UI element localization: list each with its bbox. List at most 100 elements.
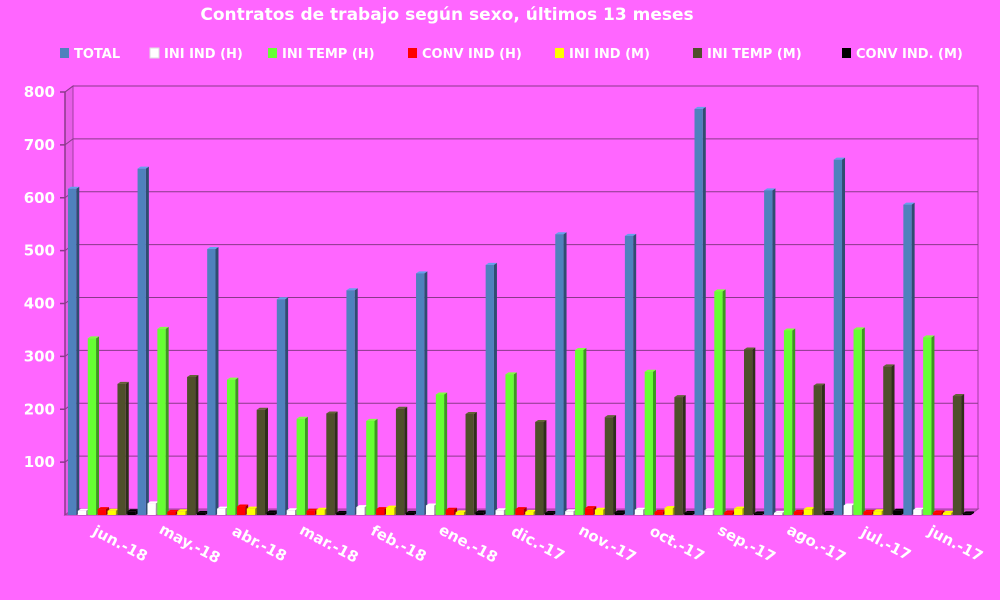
x-tick-label: jun.-17 xyxy=(924,521,986,565)
bar-ini-ind-h xyxy=(495,508,507,515)
bar-conv-ind-h xyxy=(306,508,318,515)
y-tick-label: 600 xyxy=(24,189,55,207)
bar-ini-ind-h xyxy=(913,507,925,515)
bar-total xyxy=(67,186,80,516)
bar-conv-ind-h xyxy=(376,507,388,515)
bar-total xyxy=(694,106,706,516)
bar-ini-temp-m xyxy=(395,406,408,515)
bar-ini-temp-h xyxy=(505,372,517,515)
x-tick-label: dic.-17 xyxy=(508,522,567,565)
bar-ini-ind-h xyxy=(356,505,368,515)
bar-ini-temp-m xyxy=(952,394,965,515)
legend-label: TOTAL xyxy=(74,47,120,62)
gridline-side xyxy=(64,85,74,93)
chart-title: Contratos de trabajo según sexo, últimos… xyxy=(200,5,693,25)
x-tick-label: abr.-18 xyxy=(229,522,289,566)
bar-total xyxy=(555,232,567,515)
bars xyxy=(67,106,975,516)
bar-ini-temp-m xyxy=(674,395,686,515)
bar-ini-ind-h xyxy=(704,508,716,515)
legend-item: INI IND (M) xyxy=(555,47,650,62)
legend: TOTAL INI IND (H) INI TEMP (H) CONV IND (H)… xyxy=(60,47,963,62)
bar-ini-ind-m xyxy=(734,506,746,515)
y-tick-label: 400 xyxy=(24,295,55,313)
legend-item: INI TEMP (M) xyxy=(693,47,802,62)
bar-conv-ind-h xyxy=(97,507,109,515)
x-tick-label: sep.-17 xyxy=(715,521,779,566)
bar-total xyxy=(903,202,915,515)
legend-swatch xyxy=(149,47,160,59)
bar-ini-ind-h xyxy=(77,508,90,515)
legend-item: TOTAL xyxy=(60,47,120,62)
bar-ini-temp-m xyxy=(256,407,268,515)
bar-conv-ind-h xyxy=(236,504,249,515)
bar-ini-temp-h xyxy=(575,348,587,515)
bar-conv-ind-h xyxy=(933,510,945,515)
x-tick-label: mar.-18 xyxy=(297,521,362,567)
bar-ini-temp-m xyxy=(117,381,129,515)
bar-ini-temp-h xyxy=(783,328,796,515)
bar-conv-ind-m xyxy=(893,508,905,515)
legend-label: CONV IND (H) xyxy=(422,47,522,62)
y-tick-label: 800 xyxy=(24,83,55,101)
bar-conv-ind-h xyxy=(445,507,458,515)
bar-ini-ind-h xyxy=(217,506,229,515)
bar-ini-ind-m xyxy=(107,508,119,515)
bar-ini-ind-m xyxy=(386,505,398,515)
x-tick-label: ago.-17 xyxy=(784,521,849,567)
bar-ini-temp-m xyxy=(326,411,338,515)
legend-label: INI TEMP (H) xyxy=(282,47,375,62)
bar-ini-temp-h xyxy=(87,336,100,515)
bar-total xyxy=(346,288,358,515)
bar-ini-temp-m xyxy=(883,364,895,515)
x-tick-label: oct.-17 xyxy=(647,522,708,566)
bar-ini-temp-m xyxy=(743,347,756,515)
legend-item: CONV IND. (M) xyxy=(842,47,963,62)
bar-ini-ind-h xyxy=(843,503,855,515)
legend-swatch xyxy=(693,48,702,58)
x-tick-label: feb.-18 xyxy=(368,521,430,565)
legend-label: CONV IND. (M) xyxy=(856,47,963,62)
legend-swatch xyxy=(842,48,851,58)
y-tick-label: 700 xyxy=(24,136,55,154)
y-axis: 100 200 300 400 500 600 700 800 xyxy=(24,83,66,515)
gridline-side xyxy=(64,138,74,146)
x-tick-label: jun.-18 xyxy=(89,521,151,565)
bar-conv-ind-h xyxy=(584,506,597,515)
bar-ini-temp-m xyxy=(535,419,547,515)
bar-total xyxy=(485,262,497,515)
legend-swatch xyxy=(555,48,564,58)
bar-conv-ind-m xyxy=(962,511,975,515)
x-tick-label: jul.-17 xyxy=(857,523,914,565)
bar-ini-temp-h xyxy=(923,335,935,515)
bar-ini-temp-h xyxy=(157,326,169,515)
bar-total xyxy=(137,166,149,515)
bar-total xyxy=(764,188,776,515)
y-tick-label: 100 xyxy=(24,453,55,471)
x-tick-label: nov.-17 xyxy=(576,521,639,566)
bar-ini-temp-h xyxy=(853,327,865,515)
bar-ini-temp-h xyxy=(644,369,656,515)
y-tick-label: 500 xyxy=(24,242,55,260)
bar-conv-ind-h xyxy=(515,507,527,515)
legend-swatch xyxy=(268,48,277,58)
x-tick-label: may.-18 xyxy=(156,520,223,567)
bar-ini-ind-m xyxy=(803,507,816,515)
bar-ini-temp-m xyxy=(604,415,617,515)
y-tick-label: 200 xyxy=(24,400,55,418)
legend-item: INI TEMP (H) xyxy=(268,47,375,62)
x-tick-label: ene.-18 xyxy=(436,521,501,567)
bar-ini-temp-m xyxy=(187,374,199,515)
bar-ini-temp-h xyxy=(366,418,378,515)
legend-item: INI IND (H) xyxy=(149,47,243,62)
bar-total xyxy=(624,233,637,515)
bar-ini-temp-m xyxy=(465,412,477,515)
bar-ini-temp-h xyxy=(296,416,308,515)
bar-ini-ind-h xyxy=(147,501,159,515)
bar-ini-ind-m xyxy=(246,506,259,515)
bar-ini-ind-m xyxy=(664,506,676,515)
legend-swatch xyxy=(60,48,69,58)
bar-ini-ind-h xyxy=(634,507,647,515)
bar-ini-ind-h xyxy=(425,503,438,515)
